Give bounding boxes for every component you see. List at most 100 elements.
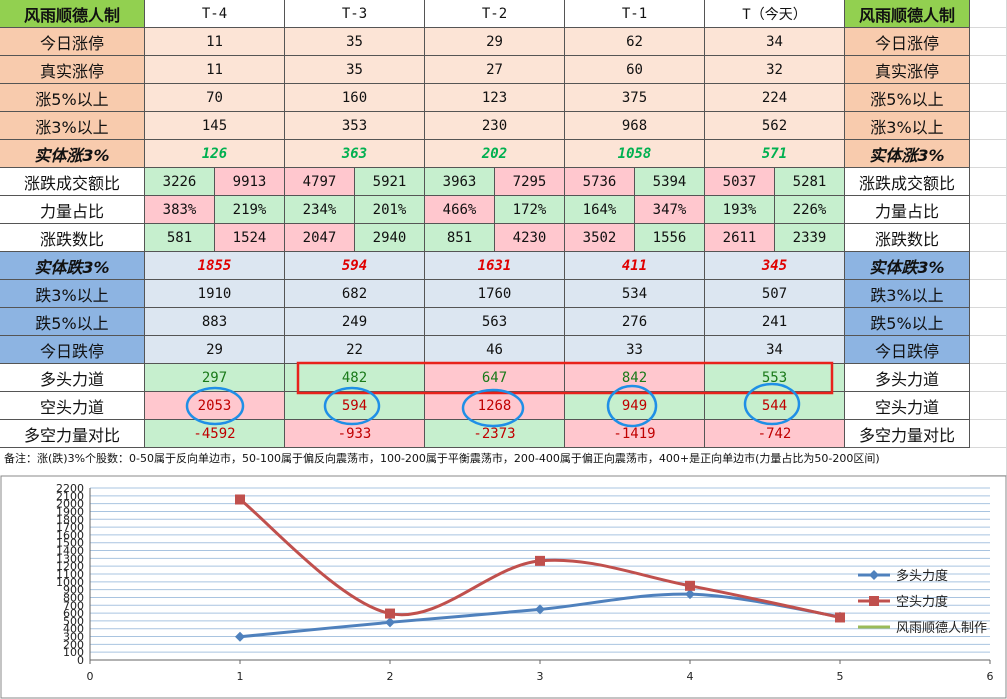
- cell: T-1: [565, 0, 705, 28]
- circle: [743, 382, 801, 426]
- legend-label: 多头力度: [896, 568, 948, 584]
- cell: 1760: [425, 280, 565, 308]
- cell: 60: [565, 56, 705, 84]
- y-tick-label: 1000: [56, 576, 84, 589]
- cell: 今日跌停: [845, 336, 970, 364]
- cell: 真实涨停: [845, 56, 970, 84]
- y-tick-label: 2200: [56, 482, 84, 495]
- legend-marker: [869, 596, 879, 606]
- cell: 力量占比: [845, 196, 970, 224]
- cell: 62: [565, 28, 705, 56]
- cell: 126: [145, 140, 285, 168]
- cell: 32: [705, 56, 845, 84]
- legend-marker: [869, 570, 879, 580]
- cell: 涨5%以上: [0, 84, 145, 112]
- cell: 涨跌数比: [0, 224, 145, 252]
- cell: 682: [285, 280, 425, 308]
- cell: 多头力道: [845, 364, 970, 392]
- y-tick-label: 2000: [56, 498, 84, 511]
- cell: 160: [285, 84, 425, 112]
- y-tick-label: 800: [63, 591, 84, 604]
- y-tick-label: 0: [77, 654, 84, 667]
- cell: [970, 56, 1007, 84]
- cell: 5394: [635, 168, 705, 196]
- cell: 276: [565, 308, 705, 336]
- cell: 多空力量对比: [845, 420, 970, 448]
- cell: 594: [285, 252, 425, 280]
- cell: 534: [565, 280, 705, 308]
- cell: 5736: [565, 168, 635, 196]
- cell: 实体涨3%: [845, 140, 970, 168]
- y-tick-label: 500: [63, 615, 84, 628]
- cell: 涨跌成交额比: [0, 168, 145, 196]
- cell: 跌3%以上: [845, 280, 970, 308]
- cell: 空头力道: [845, 392, 970, 420]
- cell: 涨3%以上: [0, 112, 145, 140]
- cell: 33: [565, 336, 705, 364]
- cell: 164%: [565, 196, 635, 224]
- cell: 201%: [355, 196, 425, 224]
- marker: [535, 604, 545, 615]
- cell: -2373: [425, 420, 565, 448]
- cell: 46: [425, 336, 565, 364]
- cell: 241: [705, 308, 845, 336]
- legend-label: 风雨顺德人制作: [896, 621, 987, 636]
- cell: 842: [565, 364, 705, 392]
- marker: [835, 612, 845, 623]
- cell: [970, 84, 1007, 112]
- note: 备注：涨(跌)3%个股数：0-50属于反向单边市，50-100属于偏反向震荡市，…: [4, 452, 880, 465]
- circle: [461, 388, 525, 428]
- cell: T-3: [285, 0, 425, 28]
- x-tick-label: 3: [537, 670, 544, 683]
- cell: 507: [705, 280, 845, 308]
- y-tick-label: 1500: [56, 537, 84, 550]
- cell: 466%: [425, 196, 495, 224]
- cell: 562: [705, 112, 845, 140]
- cell: 1268: [425, 392, 565, 420]
- cell: 29: [425, 28, 565, 56]
- cell: 347%: [635, 196, 705, 224]
- cell: 11: [145, 28, 285, 56]
- cell: 实体涨3%: [0, 140, 145, 168]
- cell: 风雨顺德人制: [0, 0, 145, 28]
- cell: 968: [565, 112, 705, 140]
- cell: 571: [705, 140, 845, 168]
- y-tick-label: 1300: [56, 552, 84, 565]
- cell: 2940: [355, 224, 425, 252]
- cell: 949: [565, 392, 705, 420]
- y-tick-label: 1400: [56, 545, 84, 558]
- cell: 202: [425, 140, 565, 168]
- x-tick-label: 4: [687, 670, 694, 683]
- cell: 1524: [215, 224, 285, 252]
- cell: 353: [285, 112, 425, 140]
- cell: 实体跌3%: [0, 252, 145, 280]
- cell: 34: [705, 28, 845, 56]
- legend-label: 空头力度: [896, 594, 948, 610]
- cell: 363: [285, 140, 425, 168]
- y-tick-label: 1700: [56, 521, 84, 534]
- cell: [970, 252, 1007, 280]
- cell: 1556: [635, 224, 705, 252]
- cell: 多头力道: [0, 364, 145, 392]
- cell: 553: [705, 364, 845, 392]
- y-tick-label: 300: [63, 631, 84, 644]
- cell: T-2: [425, 0, 565, 28]
- cell: 29: [145, 336, 285, 364]
- x-tick-label: 6: [987, 670, 994, 683]
- cell: 851: [425, 224, 495, 252]
- cell: [970, 280, 1007, 308]
- cell: 3502: [565, 224, 635, 252]
- circle: [606, 384, 658, 428]
- cell: 411: [565, 252, 705, 280]
- cell: 581: [145, 224, 215, 252]
- cell: 594: [285, 392, 425, 420]
- cell: 230: [425, 112, 565, 140]
- marker: [535, 555, 545, 566]
- y-tick-label: 100: [63, 646, 84, 659]
- marker: [385, 608, 395, 619]
- cell: 172%: [495, 196, 565, 224]
- cell: 544: [705, 392, 845, 420]
- cell: 涨3%以上: [845, 112, 970, 140]
